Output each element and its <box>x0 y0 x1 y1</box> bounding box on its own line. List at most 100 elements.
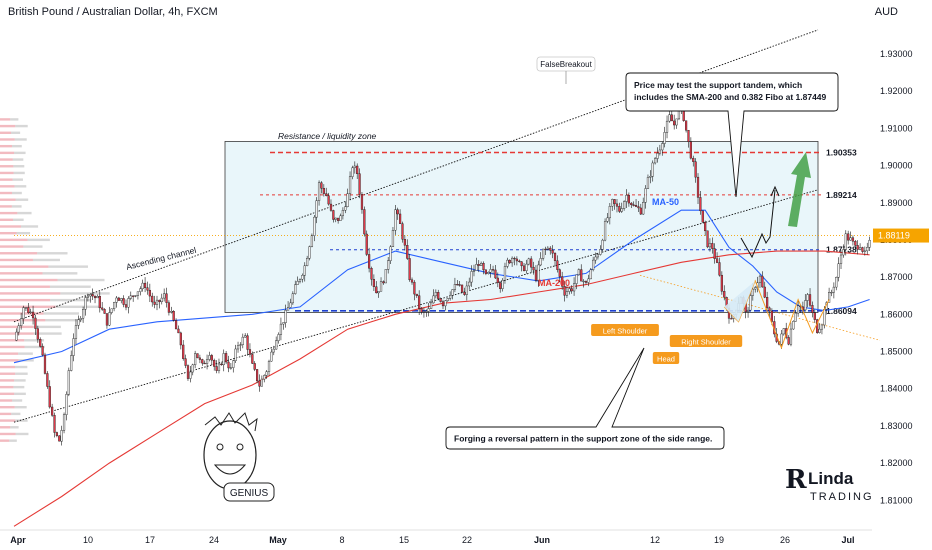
volume-bar-sell <box>0 298 51 302</box>
right-shoulder-label: Right Shoulder <box>681 338 731 347</box>
candle-up <box>503 266 507 281</box>
meme-mouth <box>213 464 247 475</box>
y-tick-label: 1.90000 <box>880 161 913 171</box>
y-tick-label: 1.81000 <box>880 495 913 505</box>
volume-bar-sell <box>0 318 46 322</box>
volume-bar-sell <box>0 325 34 329</box>
candle-up <box>668 114 671 122</box>
candle-up <box>830 291 833 294</box>
candle-up <box>217 363 221 371</box>
x-tick-label: 12 <box>650 535 660 545</box>
candle-down <box>258 380 261 387</box>
candle-down <box>253 363 256 370</box>
candle-down <box>808 294 812 306</box>
volume-bar-buy <box>12 178 23 181</box>
candle-up <box>315 200 318 218</box>
hs-left-fill <box>724 280 756 322</box>
volume-bar-buy <box>15 419 28 422</box>
candle-up <box>77 319 80 326</box>
volume-bar-sell <box>0 258 33 262</box>
candle-down <box>172 311 175 321</box>
volume-bar-buy <box>14 379 26 382</box>
y-tick-label: 1.84000 <box>880 384 913 394</box>
candle-down <box>179 332 182 346</box>
y-tick-label: 1.89000 <box>880 198 913 208</box>
candle-down <box>861 247 864 252</box>
candle-down <box>220 363 223 366</box>
candle-down <box>673 120 676 126</box>
candle-down <box>167 302 171 313</box>
candle-down <box>356 165 359 174</box>
volume-bar-buy <box>17 211 32 215</box>
projection-path <box>740 189 776 259</box>
candle-up <box>806 294 809 301</box>
candle-up <box>594 256 597 261</box>
candle-up <box>837 263 840 278</box>
volume-bar-sell <box>0 305 56 309</box>
candle-down <box>687 130 690 142</box>
fibo-line <box>639 274 881 341</box>
candle-up <box>298 279 302 282</box>
volume-bar-sell <box>0 178 13 181</box>
candle-up <box>277 334 280 341</box>
volume-bar-buy <box>15 372 28 375</box>
candle-up <box>572 283 576 292</box>
volume-bar-buy <box>37 252 68 255</box>
candle-up <box>842 249 845 256</box>
candle-up <box>587 278 590 283</box>
candle-down <box>58 435 61 442</box>
candle-up <box>17 325 20 333</box>
candle-down <box>618 206 621 212</box>
candle-up <box>754 287 757 290</box>
candle-down <box>124 304 128 308</box>
volume-bar-buy <box>24 345 45 349</box>
candle-up <box>108 312 111 326</box>
candle-down <box>561 276 564 287</box>
candle-up <box>344 206 347 211</box>
volume-bar-sell <box>0 138 15 141</box>
candle-up <box>84 297 87 310</box>
volume-bar-buy <box>15 432 29 436</box>
candle-up <box>74 325 78 339</box>
candle-up <box>654 158 657 164</box>
bullish-arrow <box>788 152 811 227</box>
candle-down <box>401 223 404 240</box>
volume-bar-sell <box>0 118 11 121</box>
candle-down <box>711 243 714 249</box>
candle-up <box>239 344 242 346</box>
ma50-label: MA-50 <box>652 197 679 207</box>
candle-up <box>444 300 447 307</box>
candle-down <box>522 265 526 271</box>
candle-up <box>129 295 132 299</box>
candle-up <box>232 360 235 368</box>
candle-up <box>663 132 666 144</box>
candle-down <box>670 114 673 122</box>
candle-up <box>832 286 835 293</box>
candle-down <box>410 279 414 283</box>
volume-bar-buy <box>12 191 22 195</box>
y-tick-label: 1.92000 <box>880 86 913 96</box>
candle-down <box>556 260 559 270</box>
candle-up <box>24 307 28 309</box>
candle-up <box>582 280 585 283</box>
candle-up <box>511 257 514 264</box>
volume-bar-buy <box>42 272 78 275</box>
candle-down <box>704 222 707 232</box>
candle-down <box>151 295 154 303</box>
candle-up <box>267 360 271 372</box>
candle-down <box>553 252 557 261</box>
candle-down <box>637 206 640 209</box>
candle-up <box>229 367 232 369</box>
candle-down <box>570 288 573 292</box>
candle-down <box>494 269 497 279</box>
candle-down <box>761 275 764 288</box>
candle-up <box>625 195 628 202</box>
candle-down <box>213 360 216 367</box>
volume-bar-buy <box>33 325 61 329</box>
callout-top-line1: Price may test the support tandem, which <box>634 80 802 90</box>
candle-up <box>289 302 292 308</box>
false-breakout-label: FalseBreakout <box>540 60 592 69</box>
volume-bar-sell <box>0 272 43 275</box>
candle-down <box>518 260 521 262</box>
